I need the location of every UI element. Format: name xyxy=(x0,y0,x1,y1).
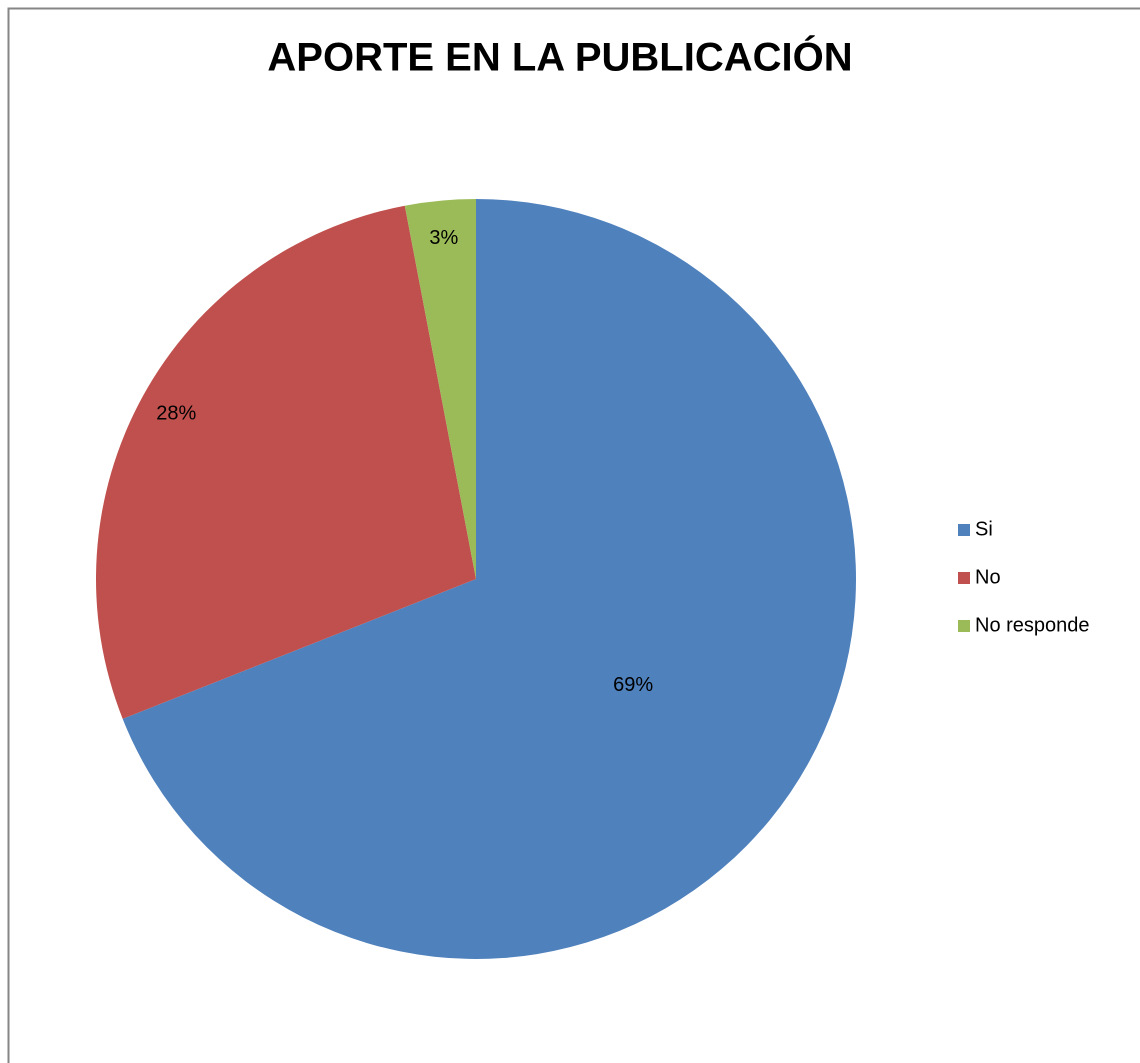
legend-swatch xyxy=(958,620,970,632)
data-label: 3% xyxy=(429,227,458,249)
legend-swatch xyxy=(958,572,970,584)
data-label: 69% xyxy=(613,674,653,696)
pie-slice xyxy=(95,205,476,719)
legend-label: Si xyxy=(975,518,993,540)
legend-swatch xyxy=(958,524,970,536)
pie-slice xyxy=(122,199,856,959)
data-label: 28% xyxy=(156,403,196,425)
legend-label: No responde xyxy=(975,614,1090,636)
chart-title: APORTE EN LA PUBLICACIÓN xyxy=(267,34,852,80)
legend-label: No xyxy=(975,566,1001,588)
pie-slice xyxy=(404,199,476,579)
